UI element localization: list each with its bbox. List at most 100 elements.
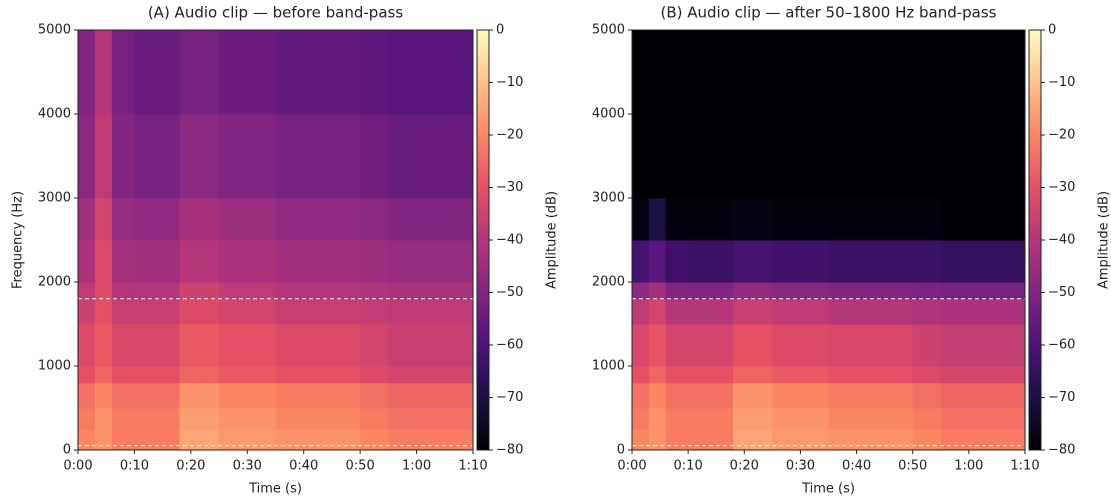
heatmap-cell (772, 240, 829, 283)
heatmap-cell (941, 30, 1026, 115)
heatmap-cell (360, 429, 389, 451)
y-tick-label: 1000 (592, 359, 625, 374)
heatmap-cell (688, 324, 733, 367)
heatmap-cell (632, 299, 649, 325)
heatmap-cell (78, 324, 95, 367)
heatmap-cell (649, 299, 666, 325)
heatmap-cell (360, 30, 389, 115)
colorbar (1029, 30, 1041, 450)
heatmap-cell (276, 240, 361, 283)
heatmap-cell (649, 383, 666, 409)
heatmap-cell (388, 240, 473, 283)
heatmap-cell (134, 366, 180, 383)
heatmap-cell (829, 383, 914, 409)
heatmap-cell (360, 299, 389, 325)
heatmap-cell (772, 282, 829, 299)
heatmap-cell (134, 30, 180, 115)
heatmap-cell (180, 114, 220, 199)
heatmap-cell (772, 383, 829, 409)
colorbar-tick-label: −30 (1048, 180, 1075, 195)
heatmap-cell (666, 114, 689, 199)
heatmap-cell (913, 114, 942, 199)
heatmap-cell (276, 114, 361, 199)
heatmap-cell (941, 324, 1026, 367)
heatmap-cell (180, 408, 220, 430)
x-tick-label: 0:40 (842, 459, 871, 474)
heatmap-cell (733, 198, 773, 241)
heatmap-cell (649, 114, 666, 199)
heatmap-cell (219, 408, 276, 430)
heatmap-cell (112, 30, 135, 115)
heatmap-cell (276, 282, 361, 299)
heatmap-cell (134, 114, 180, 199)
heatmap-cell (688, 429, 733, 451)
heatmap-cell (733, 429, 773, 451)
heatmap-cell (134, 240, 180, 283)
heatmap-cell (180, 299, 220, 325)
x-tick-label: 0:00 (63, 459, 92, 474)
heatmap-cell (112, 114, 135, 199)
heatmap-cell (772, 366, 829, 383)
heatmap-cell (134, 299, 180, 325)
heatmap-cell (388, 299, 473, 325)
colorbar-tick-label: −20 (1048, 128, 1075, 143)
heatmap-cell (772, 114, 829, 199)
heatmap-cell (688, 30, 733, 115)
heatmap-cell (95, 366, 112, 383)
heatmap-cell (913, 299, 942, 325)
heatmap-cell (95, 429, 112, 451)
heatmap-cell (388, 282, 473, 299)
x-tick-label: 0:10 (120, 459, 149, 474)
heatmap-cell (95, 324, 112, 367)
heatmap-cell (388, 366, 473, 383)
heatmap-cell (941, 299, 1026, 325)
x-tick-label: 0:50 (898, 459, 927, 474)
heatmap-cell (360, 198, 389, 241)
heatmap-cell (78, 408, 95, 430)
heatmap-cell (829, 299, 914, 325)
heatmap-cell (276, 429, 361, 451)
heatmap-cell (733, 114, 773, 199)
heatmap-cell (219, 114, 276, 199)
colorbar-tick-label: 0 (1048, 23, 1056, 38)
heatmap-cell (688, 198, 733, 241)
heatmap-cell (772, 408, 829, 430)
heatmap-cell (829, 324, 914, 367)
y-tick-label: 1000 (38, 359, 71, 374)
heatmap-cell (95, 114, 112, 199)
y-tick-label: 3000 (592, 191, 625, 206)
heatmap-cell (95, 240, 112, 283)
heatmap-cell (913, 30, 942, 115)
heatmap-cell (112, 408, 135, 430)
heatmap-cell (276, 383, 361, 409)
heatmap-cell (78, 282, 95, 299)
heatmap-cell (219, 383, 276, 409)
heatmap-cell (95, 30, 112, 115)
heatmap-cell (666, 429, 689, 451)
x-tick-label: 0:30 (233, 459, 262, 474)
heatmap-cell (219, 198, 276, 241)
heatmap-cell (112, 198, 135, 241)
heatmap-cell (941, 240, 1026, 283)
heatmap-cell (360, 383, 389, 409)
heatmap-cell (772, 324, 829, 367)
colorbar-label: Amplitude (dB) (545, 191, 560, 289)
heatmap-cell (78, 198, 95, 241)
heatmap-cell (276, 408, 361, 430)
colorbar-tick-label: −40 (1048, 233, 1075, 248)
heatmap-cell (276, 30, 361, 115)
heatmap-cell (688, 114, 733, 199)
x-tick-label: 0:20 (176, 459, 205, 474)
heatmap-cell (913, 429, 942, 451)
y-tick-label: 4000 (38, 107, 71, 122)
heatmap-cell (180, 30, 220, 115)
x-tick-label: 1:00 (954, 459, 983, 474)
heatmap-cell (388, 429, 473, 451)
heatmap-cell (632, 282, 649, 299)
heatmap-cell (180, 366, 220, 383)
heatmap-cell (649, 366, 666, 383)
heatmap-cell (688, 282, 733, 299)
heatmap-cell (666, 240, 689, 283)
heatmap-cell (134, 198, 180, 241)
